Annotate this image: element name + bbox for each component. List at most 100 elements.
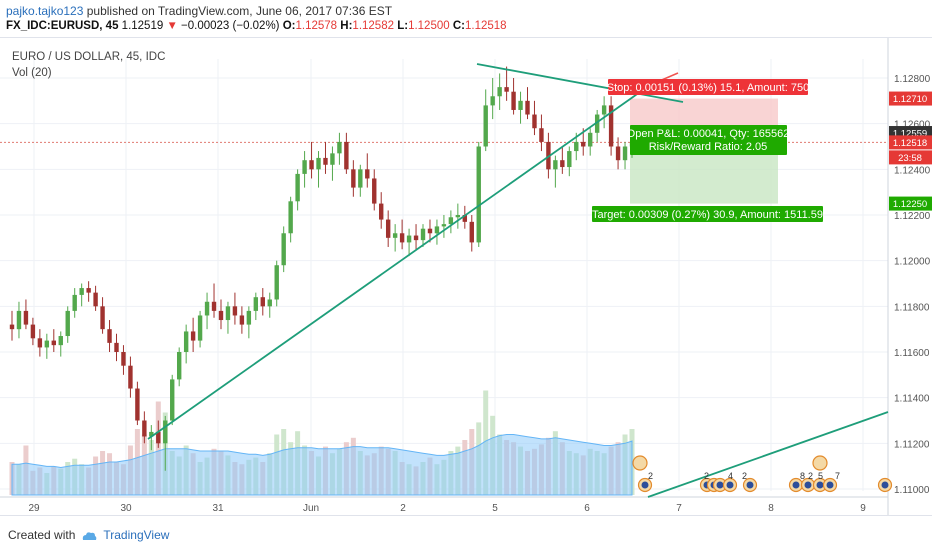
candle-body: [392, 233, 398, 238]
candle-body: [114, 342, 119, 352]
candle-body: [197, 315, 203, 341]
candle-body: [560, 160, 565, 168]
tradingview-link[interactable]: TradingView: [103, 528, 170, 542]
event-badge-count: 2: [742, 471, 747, 481]
footer: Created with TradingView: [8, 528, 169, 542]
candle-body: [588, 132, 593, 147]
y-tick-label: 1.12200: [894, 211, 931, 222]
candle-body: [225, 306, 231, 321]
candle-body: [163, 420, 168, 444]
candle-body: [567, 151, 572, 168]
candle-body: [121, 352, 126, 366]
candle-body: [149, 431, 154, 437]
candle-body: [462, 215, 468, 222]
price-marker-label: 23:58: [898, 153, 922, 164]
event-badge-count: 4: [728, 471, 733, 481]
event-badge-count: 8: [800, 471, 805, 481]
symbol-label: FX_IDC:EURUSD, 45: [6, 20, 119, 32]
event-badge-dot: [716, 481, 724, 489]
candle-body: [23, 310, 29, 325]
candle-body: [532, 114, 537, 129]
event-badge-dot: [641, 481, 649, 489]
candle-body: [497, 87, 502, 97]
y-tick-label: 1.11600: [894, 348, 930, 359]
candle-body: [504, 87, 509, 92]
candle-body: [302, 160, 307, 174]
y-tick-label: 1.12600: [894, 120, 931, 131]
high-label: H:: [340, 20, 353, 32]
candle-body: [413, 235, 419, 241]
candle-body: [525, 100, 530, 115]
candle-body: [434, 226, 440, 234]
event-badge-dot: [792, 481, 800, 489]
candle-body: [211, 301, 217, 311]
volume-bar: [155, 401, 161, 495]
y-tick-label: 1.11400: [894, 394, 930, 405]
candle-body: [490, 96, 495, 106]
candle-body: [204, 301, 210, 316]
candle-body: [93, 292, 98, 307]
candle-body: [281, 233, 286, 266]
candle-body: [253, 297, 259, 311]
price-marker-label: 1.12518: [893, 138, 927, 149]
x-tick-label: Jun: [303, 503, 319, 514]
price-chart[interactable]: 1.12800 1.12600 1.12400 1.12200 1.12000 1.118…: [0, 38, 932, 515]
candle-body: [100, 306, 105, 330]
candle-body: [316, 157, 321, 170]
candle-body: [344, 141, 349, 170]
event-badge-count: 2: [704, 471, 709, 481]
candle-body: [553, 160, 558, 170]
candle-body: [399, 233, 405, 243]
down-arrow-icon: ▼: [166, 20, 178, 32]
event-badge-dot: [826, 481, 834, 489]
last-price: 1.12519: [121, 20, 164, 32]
candle-body: [246, 310, 252, 325]
candle-body: [351, 169, 356, 188]
candle-body: [309, 160, 314, 170]
candle-body: [385, 219, 391, 238]
candle-body: [232, 306, 238, 316]
stop-label: Stop: 0.00151 (0.13%) 15.1, Amount: 750: [607, 82, 809, 94]
volume-legend: Vol (20): [12, 67, 52, 79]
x-tick-label: 31: [212, 503, 224, 514]
candle-body: [107, 329, 112, 343]
event-badge-dot: [804, 481, 812, 489]
low-value: 1.12500: [408, 20, 450, 32]
target-label: Target: 0.00309 (0.27%) 30.9, Amount: 15…: [592, 209, 823, 221]
ohlc-line: FX_IDC:EURUSD, 45 1.12519 ▼ −0.00023 (−0…: [6, 20, 507, 32]
y-tick-label: 1.11800: [894, 302, 930, 313]
candle-body: [128, 365, 133, 389]
ascending-trendline: [147, 84, 651, 440]
price-marker-bg: [889, 91, 932, 106]
candle-body: [44, 340, 50, 348]
candle-body: [79, 288, 84, 295]
candle-body: [615, 146, 621, 161]
open-value: 1.12578: [295, 20, 338, 32]
x-tick-label: 29: [28, 503, 40, 514]
candle-body: [420, 228, 426, 241]
candle-body: [37, 338, 43, 348]
candle-body: [16, 310, 22, 330]
candle-body: [365, 169, 370, 179]
event-badge-count: 5: [818, 471, 823, 481]
price-marker-label: 1.12250: [893, 199, 927, 210]
candle-body: [608, 105, 614, 147]
event-badge-icon: [812, 455, 828, 471]
publisher-link[interactable]: pajko.tajko123: [6, 4, 84, 18]
high-value: 1.12582: [352, 20, 394, 32]
candle-body: [9, 324, 15, 330]
chart-area[interactable]: 1.12800 1.12600 1.12400 1.12200 1.12000 1.118…: [0, 37, 932, 516]
candle-body: [455, 215, 461, 218]
x-tick-label: 7: [676, 503, 682, 514]
close-label: C:: [452, 20, 465, 32]
candle-body: [86, 288, 91, 293]
candle-body: [65, 310, 70, 337]
candle-body: [30, 324, 36, 339]
pnl-label: Open P&L: 0.00041, Qty: 165562: [627, 128, 790, 140]
candle-body: [601, 105, 607, 115]
candle-body: [295, 173, 300, 202]
candle-body: [358, 169, 363, 188]
price-marker-label: 1.12710: [893, 94, 927, 105]
candle-body: [323, 157, 328, 165]
candle-body: [581, 141, 586, 147]
